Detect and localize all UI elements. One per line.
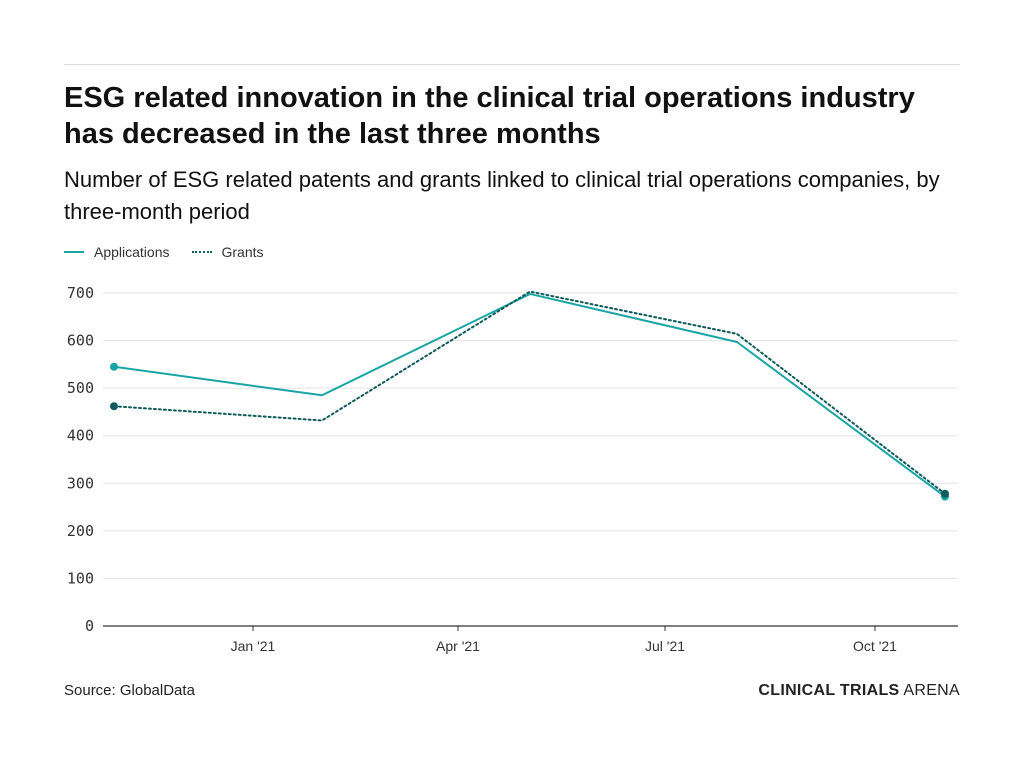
series-point-grants [110,402,118,411]
y-tick-label: 500 [67,379,94,397]
chart-title: ESG related innovation in the clinical t… [64,82,915,150]
brand-light: ARENA [903,682,960,699]
y-tick-label: 0 [85,617,94,635]
top-divider [64,64,960,65]
y-tick-label: 100 [67,569,94,587]
legend-swatch-grants [191,251,212,253]
brand-bold: CLINICAL TRIALS [758,682,900,699]
legend-item-grants: Grants [191,244,264,260]
series-point-applications [110,362,118,371]
y-tick-label: 700 [67,284,94,302]
legend-label-grants: Grants [221,244,264,260]
legend-swatch-applications [64,251,84,253]
brand-logo: CLINICAL TRIALS ARENA [758,682,960,700]
x-tick-label: Jan '21 [231,638,276,654]
source-note: Source: GlobalData [64,682,195,699]
series-point-grants [941,489,949,498]
y-tick-label: 400 [67,427,94,445]
series-line-grants [113,290,946,495]
y-tick-label: 300 [67,474,94,492]
x-tick-label: Apr '21 [436,638,480,654]
x-tick-label: Jul '21 [645,638,685,654]
legend-label-applications: Applications [94,244,170,260]
y-tick-label: 600 [67,332,94,350]
legend: Applications Grants [64,242,286,262]
legend-item-applications: Applications [64,244,170,260]
series-line-applications [113,292,946,498]
chart-subtitle: Number of ESG related patents and grants… [64,167,940,224]
x-tick-label: Oct '21 [853,638,897,654]
y-tick-label: 200 [67,522,94,540]
